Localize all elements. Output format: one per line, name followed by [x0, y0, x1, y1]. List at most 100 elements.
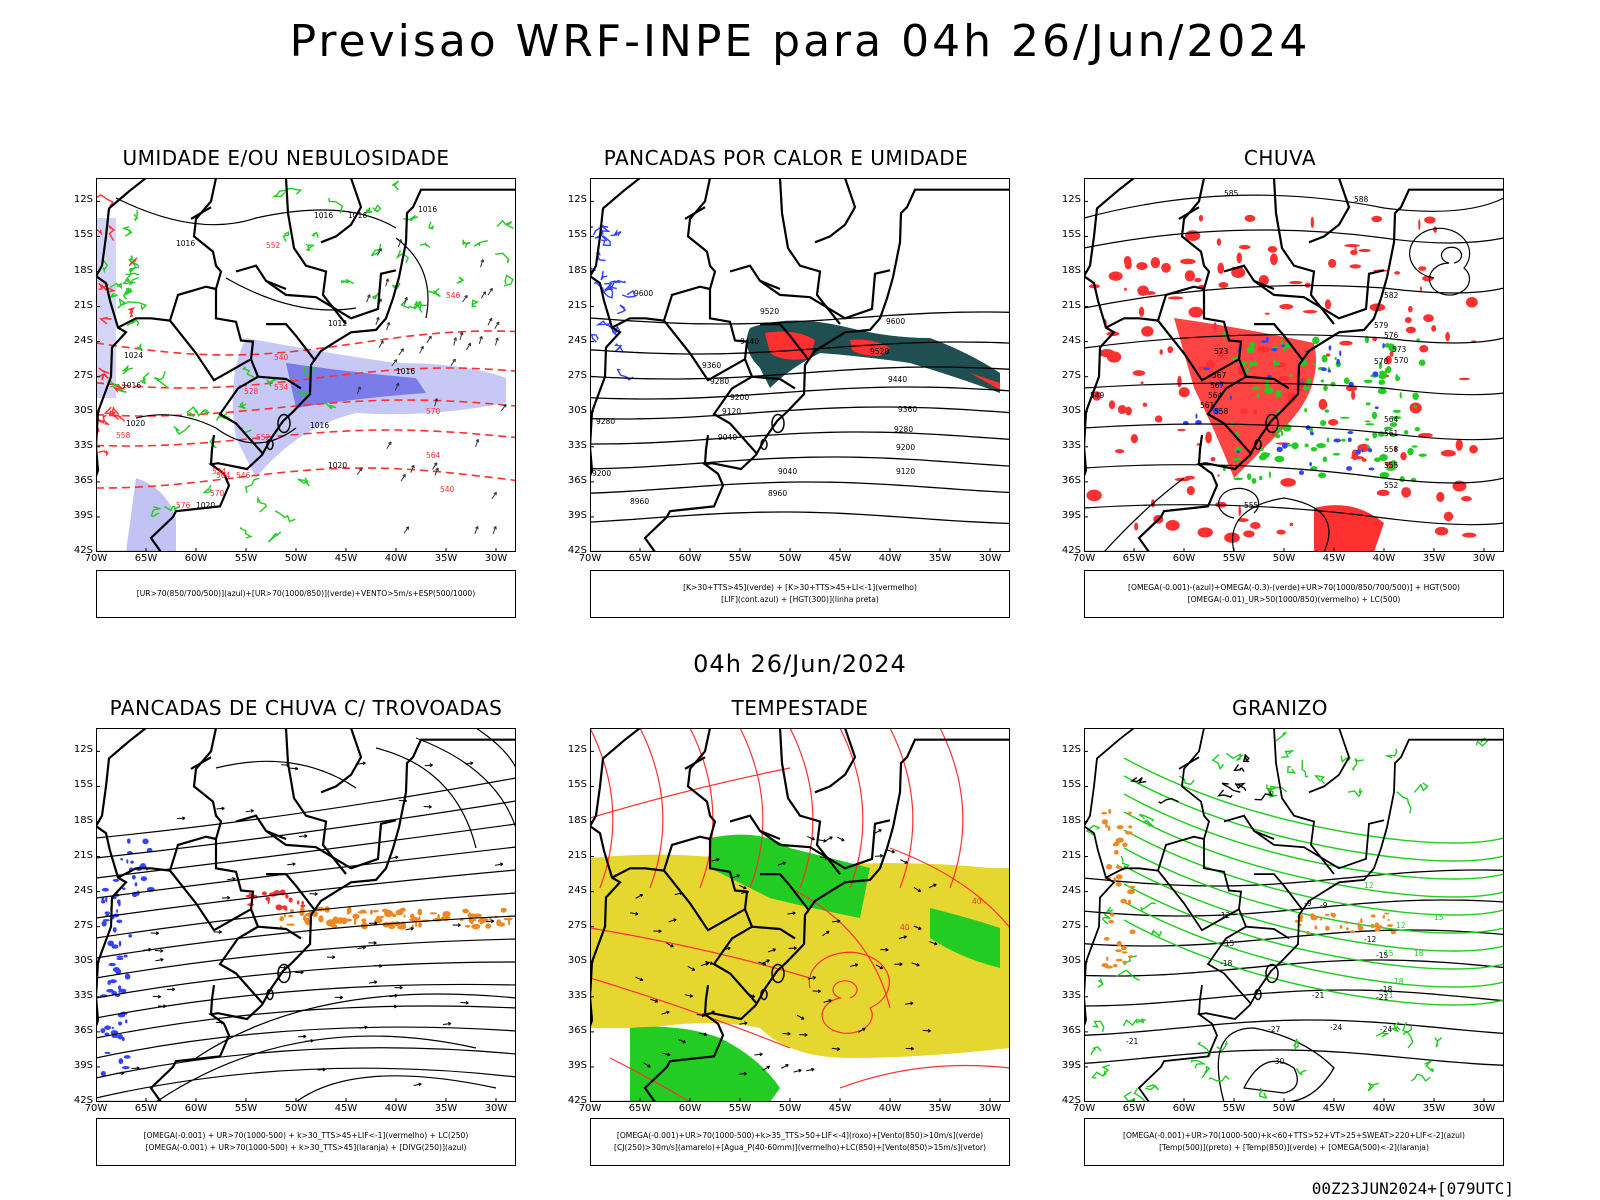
red-rain-area — [1357, 443, 1370, 452]
orange-thunder-area — [503, 917, 513, 921]
political-border — [1308, 728, 1350, 794]
streamline-arrow — [389, 994, 398, 998]
lon-label: 30W — [978, 1103, 1002, 1114]
blue-divergence-area — [121, 1066, 130, 1070]
green-humidity-contour — [496, 219, 514, 229]
red-rain-area — [1217, 474, 1220, 477]
lon-label: 65W — [134, 1103, 158, 1114]
streamline-arrow — [292, 862, 296, 866]
wind-vector — [811, 836, 815, 841]
blue-divergence-area — [121, 887, 126, 890]
contour-label: 9120 — [722, 407, 741, 416]
lon-label: 65W — [1122, 553, 1146, 564]
lat-label: 30S — [73, 954, 93, 966]
page-title: Previsao WRF-INPE para 04h 26/Jun/2024 — [289, 16, 1311, 67]
panel-2-title: PANCADAS POR CALOR E UMIDADE — [603, 146, 969, 170]
orange-thunder-area — [465, 924, 471, 928]
wind-arrow — [494, 337, 499, 346]
political-border — [284, 728, 347, 875]
streamline — [1084, 504, 1504, 526]
red-rain-area — [1361, 458, 1367, 462]
lif-contour — [593, 281, 613, 299]
green-omega-area — [1247, 473, 1252, 480]
orange-omega-area — [1120, 898, 1128, 904]
green-omega-area — [1378, 370, 1386, 375]
contour-label: 588 — [1354, 195, 1369, 204]
green-humidity-contour — [323, 401, 337, 410]
red-thickness-small — [102, 414, 110, 426]
political-border — [1178, 206, 1200, 220]
red-rain-area — [1238, 505, 1242, 517]
red-rain-area — [1424, 216, 1436, 224]
lagoon — [266, 438, 274, 451]
streamline — [96, 1005, 516, 1039]
political-border — [760, 323, 809, 360]
lon-label: 70W — [1072, 553, 1096, 564]
blue-omega-area — [1195, 413, 1198, 419]
lon-label: 65W — [134, 553, 158, 564]
legend-panel-5: [OMEGA(-0.001)+UR>70(1000-500)+k>35_TTS>… — [590, 1118, 1010, 1166]
hgt300-contour — [590, 511, 1010, 525]
blue-omega-area — [1372, 371, 1379, 377]
legend-line: [OMEGA(-0.001)-(azul)+OMEGA(-0.3)-(verde… — [1128, 583, 1460, 592]
green-omega-area — [1291, 442, 1299, 450]
red-rain-area — [1264, 312, 1270, 315]
lon-label: 55W — [1222, 553, 1246, 564]
orange-omega-area — [1299, 918, 1303, 923]
temp500-contour — [1243, 1060, 1298, 1094]
lon-label: 60W — [184, 553, 208, 564]
orange-omega-area — [1116, 825, 1124, 830]
orange-thunder-area — [352, 913, 360, 920]
wind-arrow — [480, 291, 487, 299]
temp500-contour — [1233, 764, 1245, 772]
lon-label: 30W — [1472, 1103, 1496, 1114]
streamline-arrow — [362, 945, 366, 950]
temp850-contour — [1092, 1020, 1105, 1033]
contour-label: 570 — [1394, 356, 1409, 365]
temp500-contour — [1217, 1027, 1335, 1102]
temp850-contour — [1434, 1037, 1443, 1048]
green-humidity-contour — [471, 299, 480, 308]
orange-omega-area — [1360, 918, 1363, 924]
political-border — [320, 728, 363, 794]
wind-vector — [911, 962, 920, 966]
contour-label: 15 — [1384, 949, 1394, 958]
political-border — [1084, 275, 1116, 480]
contour-label: 1016 — [176, 239, 195, 248]
blue-omega-area — [1276, 446, 1283, 453]
red-thunder-area — [277, 904, 281, 910]
red-rain-area — [1419, 286, 1422, 292]
red-rain-area — [1405, 326, 1416, 334]
green-omega-area — [1320, 420, 1327, 426]
coastline — [590, 738, 1010, 1102]
wind-arrow — [378, 340, 384, 348]
contour-label: 534 — [274, 383, 289, 392]
political-border — [192, 728, 264, 1005]
streamline — [215, 760, 357, 789]
wind-arrow — [482, 291, 487, 295]
political-border — [1253, 819, 1385, 870]
red-rain-area — [1431, 325, 1437, 332]
green-humidity-contour — [271, 189, 287, 198]
streamline-arrow — [490, 919, 495, 924]
green-omega-area — [1222, 331, 1227, 339]
lat-label: 33S — [567, 439, 587, 451]
contour-label: 585 — [1224, 189, 1239, 198]
green-omega-area — [1411, 445, 1418, 448]
green-omega-area — [1407, 447, 1414, 456]
wind-vector — [806, 1068, 815, 1072]
blue-omega-area — [1281, 344, 1285, 348]
orange-omega-area — [1390, 930, 1397, 935]
streamline-arrow — [442, 1023, 452, 1025]
orange-thunder-area — [335, 917, 345, 924]
streamline — [96, 777, 516, 839]
humidity-core — [286, 363, 426, 408]
thickness-contour — [96, 367, 516, 389]
streamline-arrow — [447, 1021, 452, 1026]
green-humidity-contour — [125, 273, 139, 286]
lc850-streamline — [590, 927, 811, 979]
green-omega-area — [1251, 386, 1261, 390]
wind-arrow — [491, 492, 497, 500]
wind-vector — [716, 858, 720, 862]
blue-divergence-area — [118, 940, 122, 947]
